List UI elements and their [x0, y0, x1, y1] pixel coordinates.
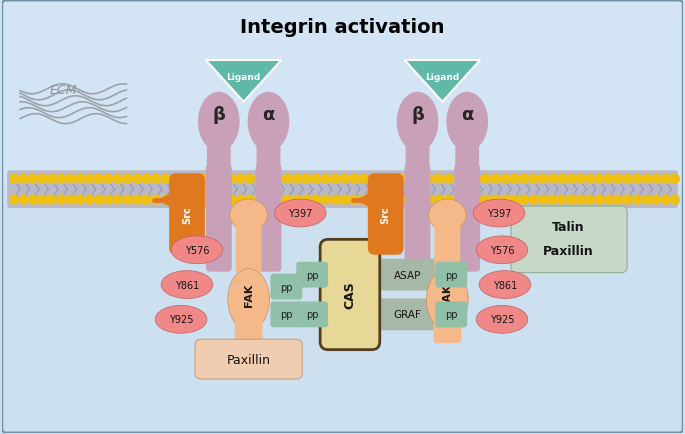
Circle shape: [151, 175, 160, 184]
Text: Y925: Y925: [490, 315, 514, 325]
Ellipse shape: [161, 271, 213, 299]
Circle shape: [482, 175, 490, 184]
Text: FAK: FAK: [244, 283, 253, 306]
Circle shape: [510, 196, 519, 204]
Circle shape: [406, 196, 415, 204]
Circle shape: [29, 196, 38, 204]
Ellipse shape: [428, 200, 466, 231]
Circle shape: [614, 175, 623, 184]
Circle shape: [557, 196, 566, 204]
Circle shape: [576, 196, 585, 204]
Circle shape: [123, 196, 132, 204]
Circle shape: [604, 175, 613, 184]
Circle shape: [321, 175, 330, 184]
Circle shape: [29, 175, 38, 184]
Circle shape: [538, 175, 547, 184]
Text: pp: pp: [306, 270, 319, 280]
Circle shape: [623, 196, 632, 204]
Circle shape: [671, 175, 680, 184]
Circle shape: [95, 196, 103, 204]
Circle shape: [264, 175, 273, 184]
Circle shape: [444, 175, 453, 184]
Circle shape: [217, 175, 226, 184]
Ellipse shape: [155, 306, 207, 333]
FancyBboxPatch shape: [271, 274, 302, 300]
Circle shape: [132, 175, 141, 184]
Ellipse shape: [476, 306, 528, 333]
Circle shape: [566, 196, 575, 204]
Circle shape: [642, 175, 651, 184]
Circle shape: [321, 196, 330, 204]
Circle shape: [397, 175, 406, 184]
Text: α: α: [461, 105, 473, 123]
FancyBboxPatch shape: [406, 135, 429, 173]
FancyBboxPatch shape: [235, 306, 262, 343]
Text: pp: pp: [445, 309, 458, 319]
Circle shape: [642, 196, 651, 204]
Circle shape: [604, 196, 613, 204]
Circle shape: [444, 196, 453, 204]
Circle shape: [19, 175, 28, 184]
FancyBboxPatch shape: [2, 1, 683, 185]
Ellipse shape: [473, 200, 525, 227]
Ellipse shape: [229, 200, 267, 231]
Text: Y397: Y397: [487, 209, 511, 218]
Circle shape: [519, 196, 528, 204]
Circle shape: [292, 196, 302, 204]
Circle shape: [312, 175, 321, 184]
FancyBboxPatch shape: [206, 165, 232, 272]
Circle shape: [246, 175, 255, 184]
Ellipse shape: [476, 237, 528, 264]
Circle shape: [255, 175, 264, 184]
FancyBboxPatch shape: [434, 221, 460, 274]
Circle shape: [47, 196, 56, 204]
Circle shape: [416, 175, 425, 184]
Ellipse shape: [227, 269, 269, 331]
Circle shape: [161, 196, 170, 204]
Text: Talin: Talin: [552, 221, 585, 234]
Circle shape: [482, 196, 490, 204]
Ellipse shape: [447, 92, 488, 152]
Circle shape: [199, 175, 208, 184]
Circle shape: [170, 175, 179, 184]
FancyBboxPatch shape: [169, 174, 205, 255]
Text: Src: Src: [381, 206, 390, 224]
Circle shape: [491, 196, 500, 204]
Text: Integrin activation: Integrin activation: [240, 18, 445, 37]
FancyBboxPatch shape: [207, 135, 231, 173]
Circle shape: [548, 175, 557, 184]
Text: Paxillin: Paxillin: [543, 245, 594, 258]
Circle shape: [38, 196, 47, 204]
Circle shape: [614, 196, 623, 204]
Circle shape: [406, 175, 415, 184]
Circle shape: [85, 196, 94, 204]
Circle shape: [377, 196, 387, 204]
Circle shape: [236, 175, 245, 184]
Circle shape: [340, 196, 349, 204]
Circle shape: [255, 196, 264, 204]
Text: pp: pp: [445, 270, 458, 280]
Circle shape: [369, 196, 377, 204]
Circle shape: [284, 175, 292, 184]
Circle shape: [284, 196, 292, 204]
Circle shape: [57, 196, 66, 204]
Circle shape: [104, 175, 113, 184]
Circle shape: [661, 196, 670, 204]
FancyBboxPatch shape: [456, 135, 479, 173]
Circle shape: [142, 196, 151, 204]
Circle shape: [179, 175, 188, 184]
Circle shape: [292, 175, 302, 184]
Circle shape: [264, 196, 273, 204]
Circle shape: [114, 196, 123, 204]
Circle shape: [104, 196, 113, 204]
Circle shape: [671, 196, 680, 204]
Circle shape: [519, 175, 528, 184]
Circle shape: [397, 196, 406, 204]
Circle shape: [501, 175, 510, 184]
Text: Src: Src: [182, 206, 192, 224]
FancyBboxPatch shape: [236, 221, 262, 274]
FancyBboxPatch shape: [195, 339, 302, 379]
Circle shape: [114, 175, 123, 184]
Text: Paxillin: Paxillin: [227, 353, 271, 366]
